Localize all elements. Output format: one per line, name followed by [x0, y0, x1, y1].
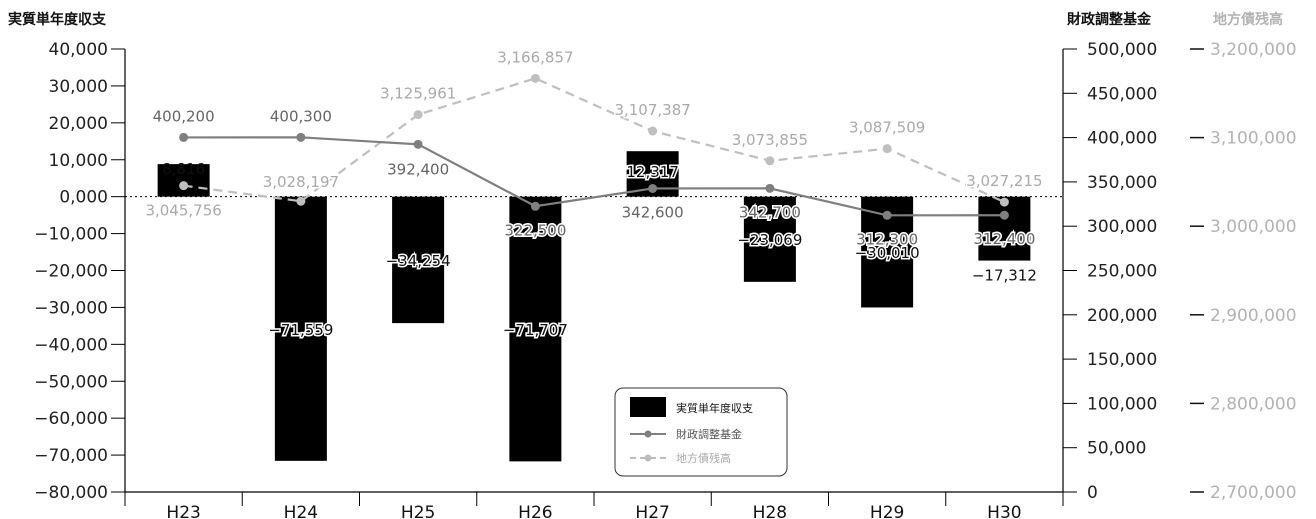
right-axis-title: 財政調整基金 [1066, 11, 1152, 28]
legend-label: 実質単年度収支 [676, 401, 753, 415]
fund-point [999, 210, 1009, 220]
debt-point [765, 156, 775, 166]
left-tick-label: −30,000 [34, 298, 108, 318]
left-tick-label: −80,000 [34, 483, 108, 503]
bar-value-label: 8,816 [162, 160, 205, 178]
right-tick-label: 150,000 [1087, 350, 1157, 370]
bar-value-label: −71,707 [503, 321, 568, 339]
right-tick-label: 250,000 [1087, 262, 1157, 282]
legend-label: 財政調整基金 [676, 427, 742, 441]
category-label: H24 [284, 503, 318, 519]
debt-value-label: 3,027,215 [966, 172, 1042, 190]
right2-tick-label: 3,200,000 [1210, 40, 1297, 60]
bar-value-label: −17,312 [972, 267, 1037, 285]
fund-point [530, 201, 540, 211]
debt-value-label: 3,045,756 [145, 202, 221, 220]
fund-point [413, 139, 423, 149]
fund-value-label: 312,300 [856, 230, 918, 248]
category-label: H30 [987, 503, 1021, 519]
debt-point [530, 73, 540, 83]
bar [274, 196, 327, 461]
bar [978, 196, 1031, 261]
debt-value-label: 3,028,197 [263, 173, 339, 191]
fund-point [296, 132, 306, 142]
right-tick-label: 450,000 [1087, 84, 1157, 104]
debt-line [183, 77, 1005, 204]
right2-tick-label: 3,100,000 [1210, 129, 1297, 149]
debt-value-label: 3,107,387 [614, 101, 690, 119]
left-tick-label: −10,000 [34, 225, 108, 245]
right-tick-label: 400,000 [1087, 129, 1157, 149]
fund-value-label: 322,500 [504, 221, 566, 239]
legend-swatch-debt-point [644, 454, 652, 462]
debt-point [179, 181, 189, 191]
debt-value-label: 3,073,855 [732, 131, 808, 149]
category-label: H27 [635, 503, 669, 519]
left-tick-label: −70,000 [34, 446, 108, 466]
fund-line [183, 136, 1005, 217]
category-label: H23 [166, 503, 200, 519]
left-tick-label: 30,000 [49, 77, 108, 97]
left-axis-title: 実質単年度収支 [8, 11, 107, 28]
debt-value-label: 3,166,857 [497, 48, 573, 66]
bar-value-label: −34,254 [386, 252, 451, 270]
bar-value-label: 12,317 [626, 163, 679, 181]
right2-tick-label: 2,700,000 [1210, 483, 1297, 503]
right2-tick-label: 3,000,000 [1210, 217, 1297, 237]
left-tick-label: −50,000 [34, 372, 108, 392]
debt-point [648, 126, 658, 136]
left-tick-label: 20,000 [49, 114, 108, 134]
right-tick-label: 0 [1087, 483, 1098, 503]
right2-tick-label: 2,800,000 [1210, 394, 1297, 414]
fund-value-label: 400,200 [153, 107, 215, 125]
right-tick-label: 500,000 [1087, 40, 1157, 60]
category-label: H28 [753, 503, 787, 519]
category-label: H25 [401, 503, 435, 519]
bar [157, 164, 210, 197]
fund-value-label: 342,700 [739, 203, 801, 221]
bar-value-label: −71,559 [268, 321, 333, 339]
right-tick-label: 200,000 [1087, 306, 1157, 326]
right-tick-label: 300,000 [1087, 217, 1157, 237]
bar-value-label: −30,010 [855, 244, 920, 262]
bar [392, 196, 445, 324]
fund-value-label: 342,600 [622, 203, 684, 221]
bar [509, 196, 562, 462]
fund-value-label: 312,400 [973, 230, 1035, 248]
legend-swatch-bar [630, 397, 666, 417]
debt-point [296, 196, 306, 206]
left-tick-label: −40,000 [34, 335, 108, 355]
category-label: H29 [870, 503, 904, 519]
debt-point [413, 110, 423, 120]
bar [743, 196, 796, 282]
left-tick-label: −20,000 [34, 262, 108, 282]
fund-value-label: 400,300 [270, 107, 332, 125]
fund-value-label: 392,400 [387, 160, 449, 178]
right-tick-label: 50,000 [1087, 439, 1146, 459]
debt-point [999, 197, 1009, 207]
right2-axis-title: 地方債残高 [1213, 11, 1283, 28]
left-tick-label: −60,000 [34, 409, 108, 429]
left-tick-label: 40,000 [49, 40, 108, 60]
debt-value-label: 3,125,961 [380, 85, 456, 103]
category-label: H26 [518, 503, 552, 519]
fund-point [179, 132, 189, 142]
legend-label: 地方債残高 [676, 451, 731, 465]
debt-point [882, 144, 892, 154]
bar-value-label: −23,069 [737, 231, 802, 249]
right-tick-label: 100,000 [1087, 394, 1157, 414]
right-tick-label: 350,000 [1087, 173, 1157, 193]
fund-point [648, 183, 658, 193]
fund-point [765, 183, 775, 193]
left-tick-label: 10,000 [49, 151, 108, 171]
left-tick-label: 0,000 [59, 188, 108, 208]
right2-tick-label: 2,900,000 [1210, 306, 1297, 326]
fund-point [882, 210, 892, 220]
legend-swatch-fund-point [644, 430, 652, 438]
debt-value-label: 3,087,509 [849, 119, 925, 137]
